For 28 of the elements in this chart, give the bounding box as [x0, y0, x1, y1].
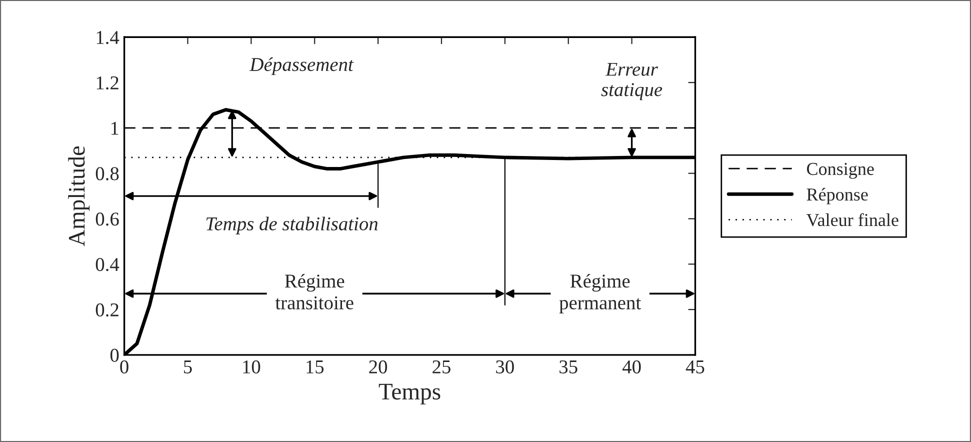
y-tick-label: 1.4: [96, 31, 120, 44]
x-tick-label: 20: [369, 360, 388, 374]
annotation: Régime permanent: [559, 274, 641, 314]
annotation: Erreur statique: [601, 62, 662, 100]
x-tick-label: 30: [496, 360, 514, 374]
x-tick-label: 5: [184, 360, 192, 374]
legend-label: Valeur finale: [806, 213, 898, 226]
annotation: Dépassement: [250, 57, 354, 76]
x-tick-label: 15: [306, 360, 324, 374]
annotation: Temps de stabilisation: [206, 216, 378, 234]
y-tick-label: 0.6: [96, 212, 119, 226]
y-axis-title: Amplitude: [68, 146, 90, 246]
x-axis-title: Temps: [378, 384, 440, 404]
x-tick-label: 45: [686, 360, 704, 374]
y-tick-label: 0.4: [96, 258, 120, 272]
x-tick-label: 35: [560, 360, 578, 374]
legend-label: Consigne: [806, 162, 874, 179]
annotation: Régime transitoire: [275, 274, 354, 310]
x-tick-label: 10: [243, 360, 260, 374]
x-tick-label: 40: [622, 360, 641, 374]
y-tick-label: 0.2: [96, 303, 118, 317]
y-tick-label: 1.2: [96, 76, 118, 90]
y-tick-label: 0.8: [96, 167, 119, 180]
x-tick-label: 25: [432, 360, 450, 374]
x-tick-label: 0: [120, 360, 128, 374]
legend-label: Réponse: [806, 188, 868, 204]
y-tick-label: 0: [110, 348, 119, 362]
y-tick-label: 1: [111, 122, 118, 135]
